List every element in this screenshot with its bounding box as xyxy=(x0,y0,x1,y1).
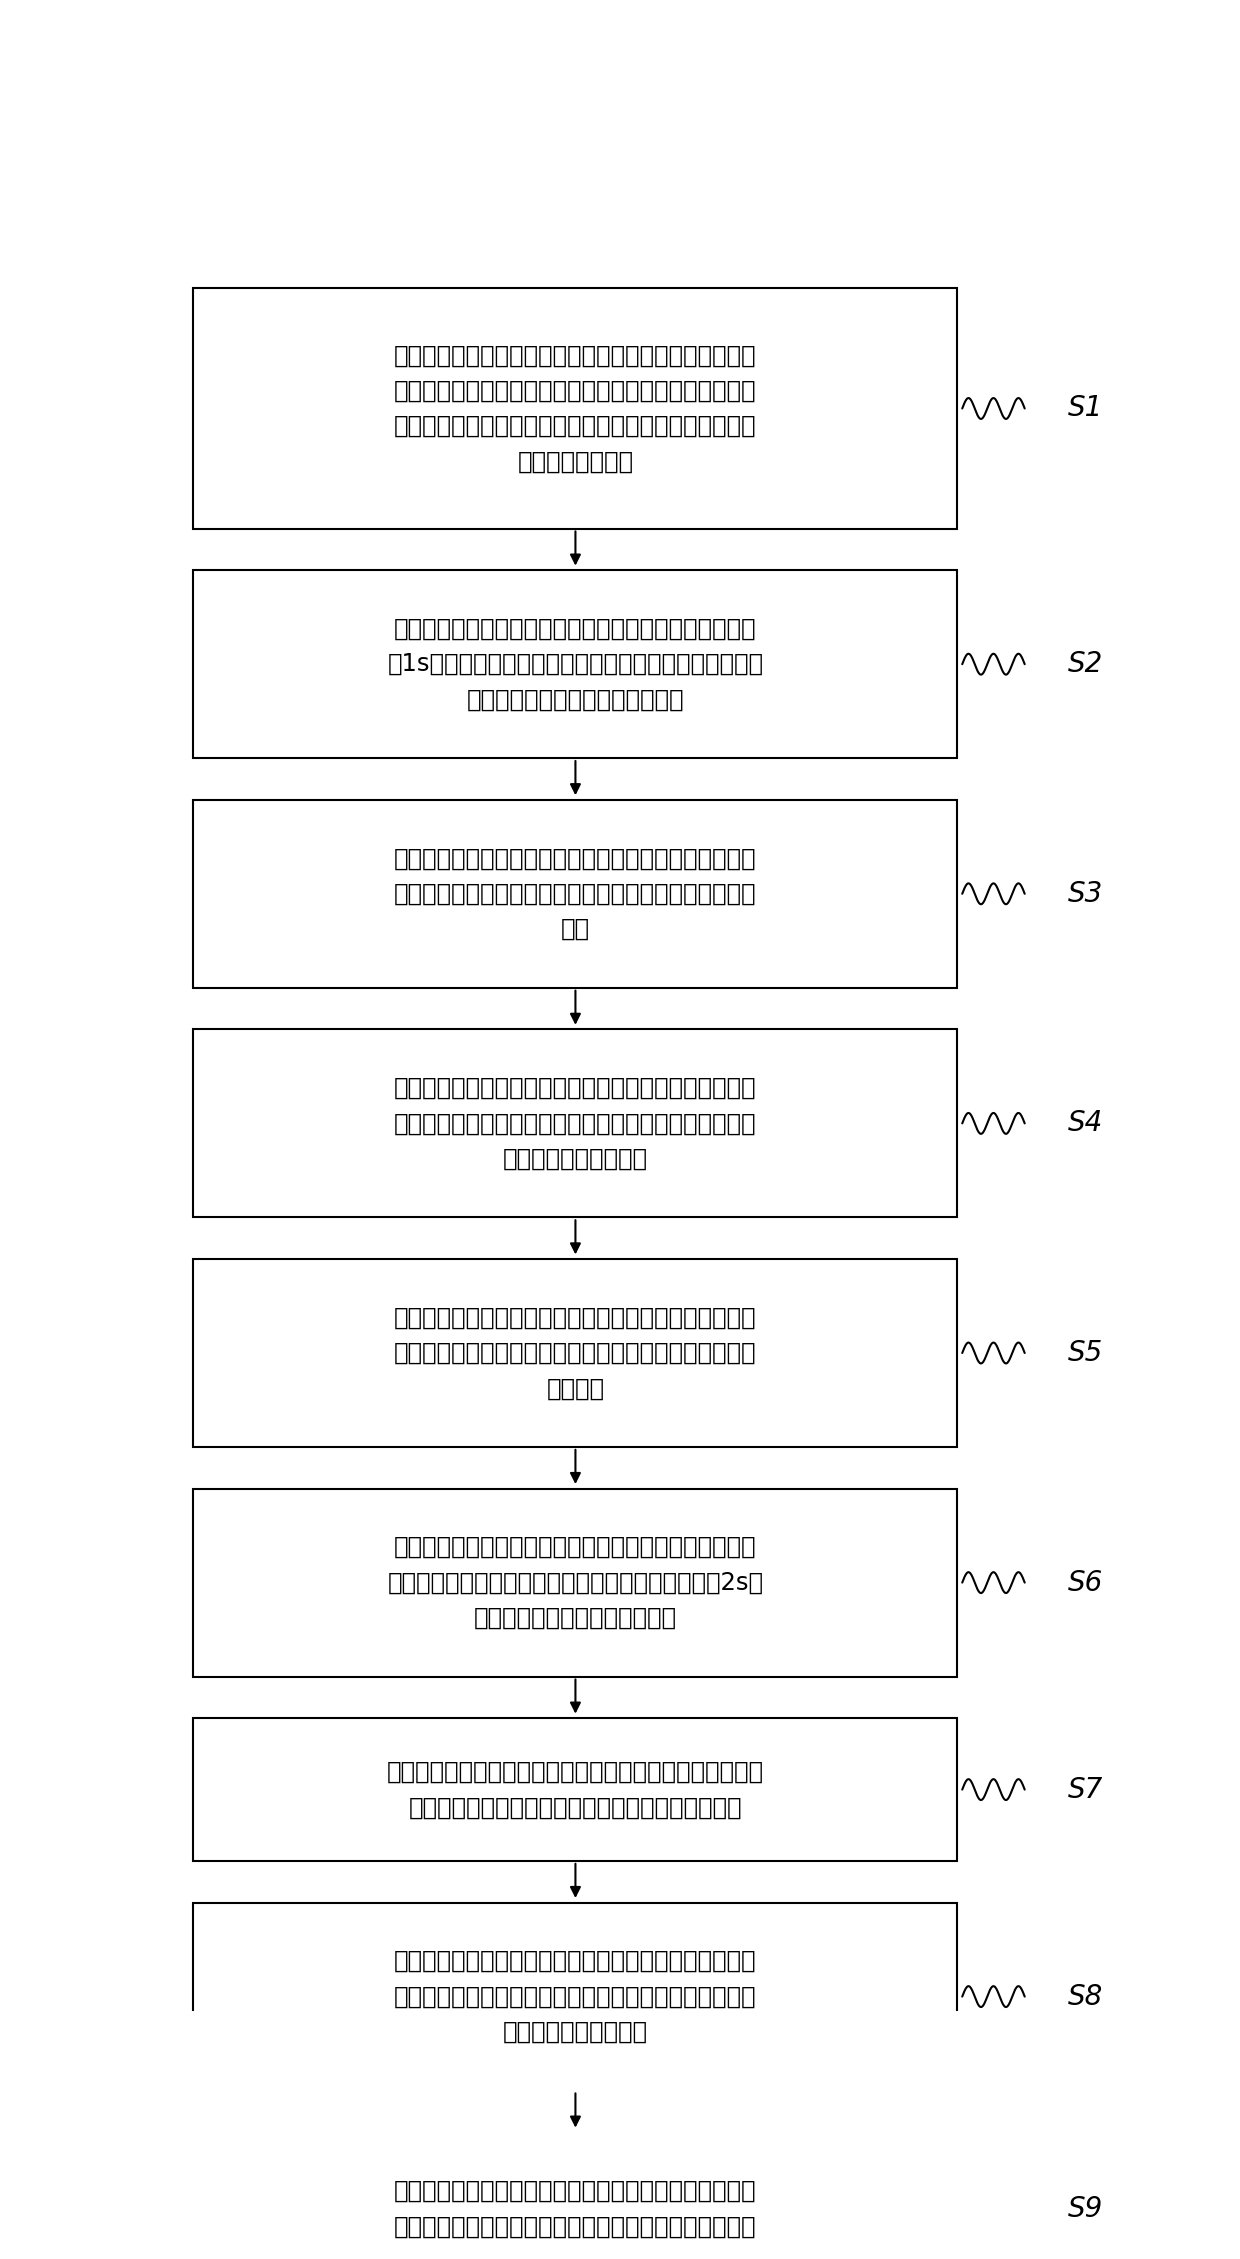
Text: 如果高压继电器第一延迟断开故障已经上报且持续时间超
过1s，整车控制器向任意继电器发送闭合指令，则将第二
高压继电器延迟断开故障进行上报: 如果高压继电器第一延迟断开故障已经上报且持续时间超 过1s，整车控制器向任意继电… xyxy=(387,617,764,712)
Bar xyxy=(193,1719,957,1861)
Text: S3: S3 xyxy=(1068,879,1104,908)
Text: S7: S7 xyxy=(1068,1776,1104,1803)
Text: S4: S4 xyxy=(1068,1109,1104,1136)
Text: 如果第二高压继电器延迟断开故障上报，则继电器按照断
开指令执行，否则按照整车控制器发送的继电器控制指令
执行: 如果第二高压继电器延迟断开故障上报，则继电器按照断 开指令执行，否则按照整车控制… xyxy=(394,847,756,942)
Text: S6: S6 xyxy=(1068,1568,1104,1597)
Text: S5: S5 xyxy=(1068,1340,1104,1367)
Text: 如果继电器禁止需求变化故障上报，则继电器按照上一时
刻指令执行，否则按照当前整车控制器发送的继电器控制
指令执行: 如果继电器禁止需求变化故障上报，则继电器按照上一时 刻指令执行，否则按照当前整车… xyxy=(394,1306,756,1401)
Bar xyxy=(193,800,957,987)
Text: 如果继电器无法响应故障上报，则继电器按照断开指令执
行，否则按照当前整车控制器发送的继电器控制指令执行: 如果继电器无法响应故障上报，则继电器按照断开指令执 行，否则按照当前整车控制器发… xyxy=(394,2180,756,2239)
Bar xyxy=(193,2132,957,2259)
Text: S9: S9 xyxy=(1068,2196,1104,2223)
Bar xyxy=(193,1030,957,1218)
Text: S1: S1 xyxy=(1068,395,1104,422)
Text: 如果继电器防短路故障上报，则继电器按照断开指令执行，
否则按照当前整车控制器发送的继电器控制指令执行: 如果继电器防短路故障上报，则继电器按照断开指令执行， 否则按照当前整车控制器发送… xyxy=(387,1760,764,1818)
Text: 当电池高压回路中的电流大于设定的电流值时，如果整车
控制器向任意继电器发送指令产生变化，则将继电器禁止
需求变化故障进行上报: 当电池高压回路中的电流大于设定的电流值时，如果整车 控制器向任意继电器发送指令产… xyxy=(394,1075,756,1170)
Bar xyxy=(193,289,957,529)
Text: S2: S2 xyxy=(1068,651,1104,678)
Bar xyxy=(193,1902,957,2090)
Bar xyxy=(193,569,957,759)
Text: 当电池高压回路中的电流大于设定的电流值时，如果整车
控制器向任意继电器发送闭合指令，且持续时间超过2s，
则将继电器防短路故障进行上报: 当电池高压回路中的电流大于设定的电流值时，如果整车 控制器向任意继电器发送闭合指… xyxy=(387,1536,764,1631)
Text: 当电池高压回路中的电流小于设定的电流值时，如果整车
控制器向任意继电器发送闭合指令，且整车控制器发送因
高压故障需求切断高压的指令，则将高压继电器第一延迟
断开: 当电池高压回路中的电流小于设定的电流值时，如果整车 控制器向任意继电器发送闭合指… xyxy=(394,343,756,474)
Text: 当整车控制器发送继电器无法闭合或者无法开启的故障，
如果整车控制器向任意继电器发送闭合指令，则将继电器
无法响应故障进行上报: 当整车控制器发送继电器无法闭合或者无法开启的故障， 如果整车控制器向任意继电器发… xyxy=(394,1950,756,2044)
Bar xyxy=(193,1258,957,1448)
Text: S8: S8 xyxy=(1068,1983,1104,2011)
Bar xyxy=(193,1489,957,1676)
